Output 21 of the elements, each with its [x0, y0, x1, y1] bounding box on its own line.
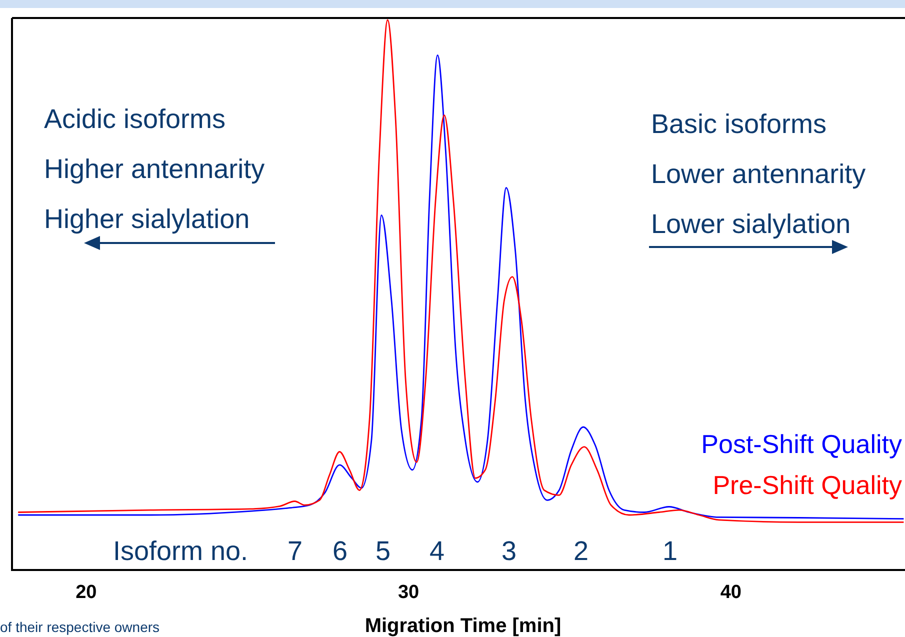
x-tick-label: 30 — [398, 582, 420, 603]
x-tick-label: 40 — [720, 582, 742, 603]
x-axis-title: Migration Time [min] — [364, 615, 562, 637]
annotation: Higher antennarity — [44, 154, 266, 184]
annotation: Lower sialylation — [651, 209, 851, 239]
annotation: 6 — [332, 536, 348, 566]
annotation: 4 — [429, 536, 445, 566]
annotation: 2 — [573, 536, 589, 566]
annotation: Basic isoforms — [651, 109, 827, 139]
annotation: 1 — [662, 536, 678, 566]
text: of their respective owners — [0, 619, 160, 635]
annotation: 3 — [501, 536, 517, 566]
annotation: Acidic isoforms — [44, 104, 226, 134]
series-label: Pre-Shift Quality — [712, 470, 902, 500]
text: Post-Shift Quality — [701, 429, 902, 459]
annotation: Isoform no. — [112, 536, 248, 566]
x-tick-label: 20 — [76, 582, 97, 603]
annotation: Lower antennarity — [651, 159, 866, 189]
annotation: Higher sialylation — [44, 204, 250, 234]
annotation: 7 — [287, 536, 303, 566]
annotation: 5 — [375, 536, 391, 566]
